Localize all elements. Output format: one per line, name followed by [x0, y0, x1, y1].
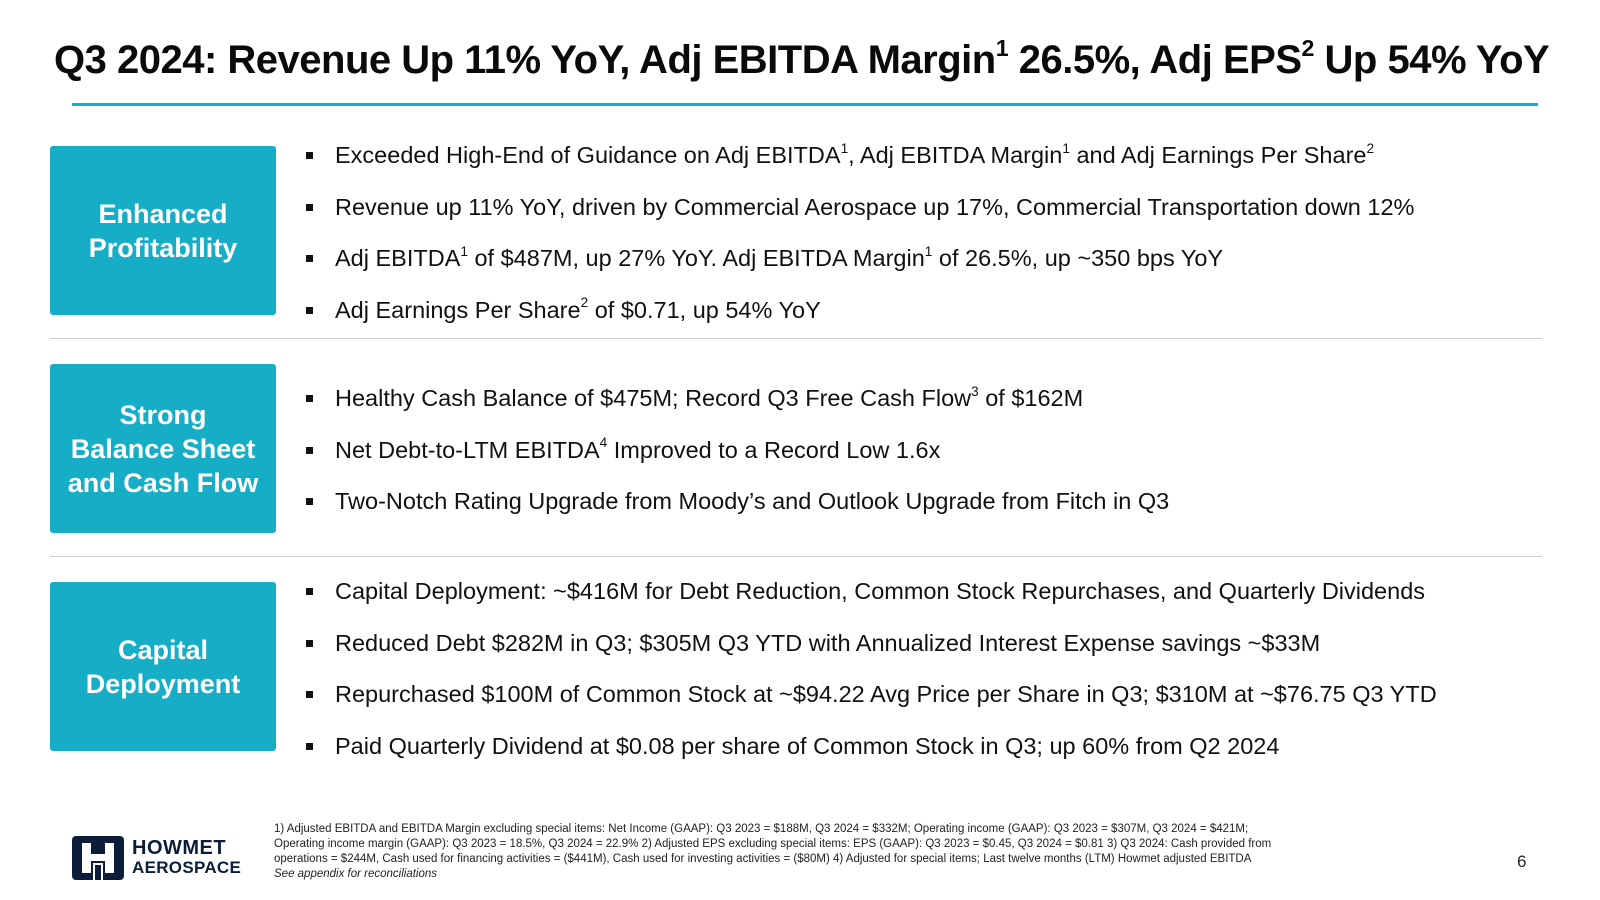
bullet-list-capital-deployment: Capital Deployment: ~$416M for Debt Redu… — [304, 576, 1554, 782]
bullet-text: Repurchased $100M of Common Stock at ~$9… — [335, 681, 1437, 707]
logo-line-howmet: HOWMET — [132, 837, 227, 859]
footnotes: 1) Adjusted EBITDA and EBITDA Margin exc… — [274, 822, 1454, 882]
bullet-item: Capital Deployment: ~$416M for Debt Redu… — [304, 576, 1554, 628]
bullet-text: Healthy Cash Balance of $475M; Record Q3… — [335, 385, 972, 411]
bullet-text: of 26.5%, up ~350 bps YoY — [932, 245, 1224, 271]
bullet-item: Paid Quarterly Dividend at $0.08 per sha… — [304, 731, 1554, 783]
footnote-line: Operating income margin (GAAP): Q3 2023 … — [274, 838, 1272, 850]
square-bullet-icon — [306, 395, 313, 402]
section-divider — [50, 338, 1542, 339]
logo-line-aerospace: AEROSPACE — [132, 858, 242, 877]
square-bullet-icon — [306, 255, 313, 262]
footnote-line: operations = $244M, Cash used for financ… — [274, 853, 1252, 865]
square-bullet-icon — [306, 446, 313, 454]
title-text-part: Up 54% YoY — [1313, 38, 1550, 82]
footnote-superscript: 4 — [599, 435, 608, 451]
bullet-item: Two-Notch Rating Upgrade from Moody’s an… — [304, 486, 1554, 538]
bullet-item: Repurchased $100M of Common Stock at ~$9… — [304, 679, 1554, 731]
bullet-item: Reduced Debt $282M in Q3; $305M Q3 YTD w… — [304, 628, 1554, 680]
bullet-item: Net Debt-to-LTM EBITDA4 Improved to a Re… — [304, 435, 1554, 487]
bullet-text: Reduced Debt $282M in Q3; $305M Q3 YTD w… — [335, 629, 1321, 656]
footnote-superscript: 2 — [1366, 140, 1375, 156]
bullet-item: Adj EBITDA1 of $487M, up 27% YoY. Adj EB… — [304, 243, 1554, 295]
title-underline — [72, 103, 1538, 106]
bullet-text: of $487M, up 27% YoY. Adj EBITDA Margin — [467, 245, 925, 271]
square-bullet-icon — [306, 742, 313, 750]
bullet-text: Paid Quarterly Dividend at $0.08 per sha… — [335, 732, 1280, 759]
title-text-part: Q3 2024: Revenue Up 11% YoY, Adj EBITDA … — [54, 38, 996, 82]
square-bullet-icon — [306, 152, 313, 159]
bullet-text: and Adj Earnings Per Share — [1069, 142, 1367, 168]
square-bullet-icon — [306, 639, 313, 647]
bullet-text: Adj EBITDA — [335, 245, 461, 271]
footnote-superscript: 1 — [460, 243, 468, 259]
footnote-reconciliation-note: See appendix for reconciliations — [274, 868, 438, 880]
page-number: 6 — [1517, 852, 1527, 871]
footnote-superscript: 1 — [1062, 140, 1070, 156]
square-bullet-icon — [306, 203, 313, 211]
footnote-line: 1) Adjusted EBITDA and EBITDA Margin exc… — [274, 823, 1249, 835]
howmet-logo: HOWMET AEROSPACE — [72, 836, 241, 880]
logo-wordmark: HOWMET AEROSPACE — [132, 838, 241, 878]
bullet-list-enhanced-profitability: Exceeded High-End of Guidance on Adj EBI… — [304, 140, 1554, 346]
bullet-item: Exceeded High-End of Guidance on Adj EBI… — [304, 140, 1554, 192]
section-label-balance-sheet: Strong Balance Sheet and Cash Flow — [50, 364, 276, 533]
bullet-text: Two-Notch Rating Upgrade from Moody’s an… — [335, 488, 1170, 514]
bullet-text: , Adj EBITDA Margin — [848, 142, 1063, 168]
section-divider — [50, 556, 1542, 557]
bullet-list-balance-sheet: Healthy Cash Balance of $475M; Record Q3… — [304, 383, 1554, 538]
bullet-text: of $162M — [978, 385, 1084, 411]
howmet-logo-icon — [72, 836, 124, 880]
page-title: Q3 2024: Revenue Up 11% YoY, Adj EBITDA … — [54, 35, 1554, 83]
bullet-text: Capital Deployment: ~$416M for Debt Redu… — [335, 578, 1426, 604]
bullet-text: Adj Earnings Per Share — [335, 296, 581, 323]
title-superscript: 1 — [995, 35, 1009, 62]
footnote-superscript: 3 — [971, 383, 979, 399]
bullet-item: Revenue up 11% YoY, driven by Commercial… — [304, 192, 1554, 244]
title-text-part: 26.5%, Adj EPS — [1008, 38, 1302, 82]
section-label-enhanced-profitability: Enhanced Profitability — [50, 146, 276, 315]
bullet-item: Healthy Cash Balance of $475M; Record Q3… — [304, 383, 1554, 435]
bullet-item: Adj Earnings Per Share2 of $0.71, up 54%… — [304, 295, 1554, 347]
bullet-text: Revenue up 11% YoY, driven by Commercial… — [335, 193, 1415, 220]
bullet-text: Net Debt-to-LTM EBITDA — [335, 436, 600, 463]
title-superscript: 2 — [1301, 35, 1315, 62]
bullet-text: Exceeded High-End of Guidance on Adj EBI… — [335, 142, 841, 168]
square-bullet-icon — [306, 306, 313, 314]
square-bullet-icon — [306, 498, 313, 505]
square-bullet-icon — [306, 691, 313, 698]
footnote-superscript: 1 — [924, 243, 933, 259]
footnote-superscript: 2 — [580, 295, 589, 311]
square-bullet-icon — [306, 588, 313, 595]
bullet-text: of $0.71, up 54% YoY — [588, 296, 821, 323]
section-label-capital-deployment: Capital Deployment — [50, 582, 276, 751]
footnote-superscript: 1 — [840, 140, 849, 156]
bullet-text: Improved to a Record Low 1.6x — [607, 436, 941, 463]
